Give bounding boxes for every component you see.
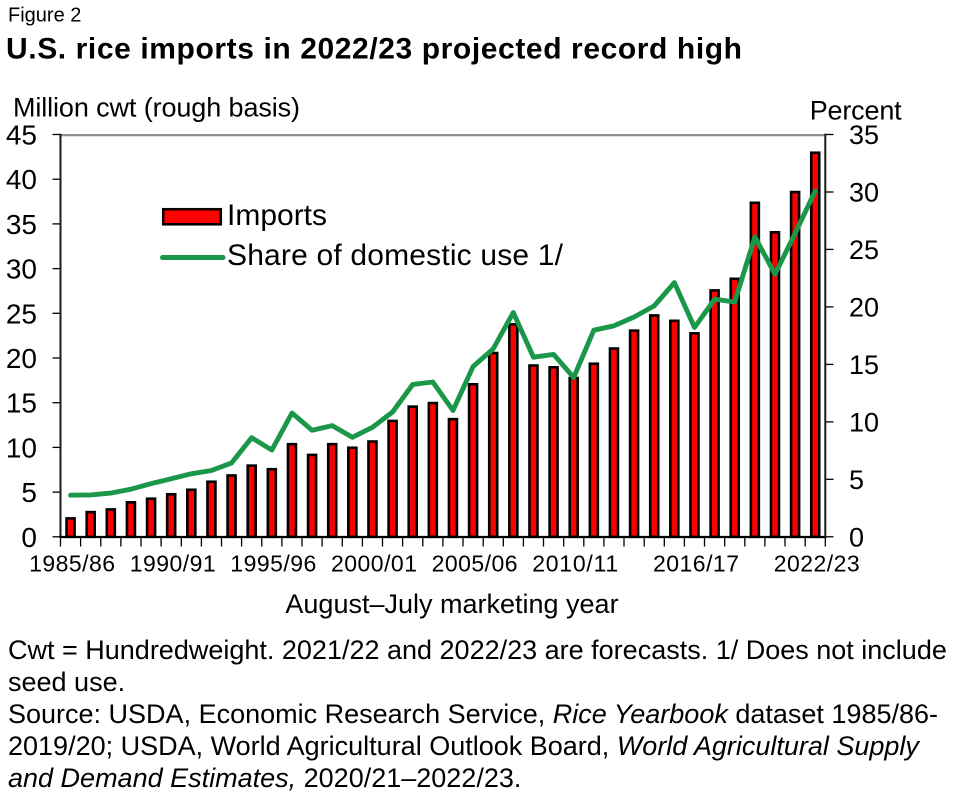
svg-text:0: 0 xyxy=(21,522,37,553)
svg-text:20: 20 xyxy=(6,343,37,374)
svg-text:1995/96: 1995/96 xyxy=(230,551,316,577)
svg-text:Cwt = Hundredweight. 2021/22 a: Cwt = Hundredweight. 2021/22 and 2022/23… xyxy=(8,635,947,665)
svg-text:Percent: Percent xyxy=(810,96,902,126)
svg-text:2022/23: 2022/23 xyxy=(774,551,860,577)
svg-text:2016/17: 2016/17 xyxy=(653,551,739,577)
svg-text:45: 45 xyxy=(6,120,37,151)
svg-text:15: 15 xyxy=(6,388,37,419)
svg-text:Share of domestic use 1/: Share of domestic use 1/ xyxy=(227,239,564,272)
svg-text:2019/20; USDA, World Agricultu: 2019/20; USDA, World Agricultural Outloo… xyxy=(8,731,920,761)
svg-text:25: 25 xyxy=(6,298,37,329)
svg-text:2010/11: 2010/11 xyxy=(532,551,618,577)
svg-text:0: 0 xyxy=(849,522,864,552)
svg-text:August–July marketing year: August–July marketing year xyxy=(285,589,618,619)
svg-text:and Demand Estimates, 2020/21–: and Demand Estimates, 2020/21–2022/23. xyxy=(8,763,521,793)
svg-text:1990/91: 1990/91 xyxy=(130,551,216,577)
svg-text:2000/01: 2000/01 xyxy=(331,551,417,577)
svg-text:5: 5 xyxy=(21,477,37,508)
svg-text:25: 25 xyxy=(849,235,879,265)
svg-text:U.S. rice imports in 2022/23 p: U.S. rice imports in 2022/23 projected r… xyxy=(6,33,742,66)
svg-text:10: 10 xyxy=(6,432,37,463)
svg-text:Figure 2: Figure 2 xyxy=(8,5,81,27)
svg-text:5: 5 xyxy=(849,465,864,495)
svg-text:Imports: Imports xyxy=(227,199,327,232)
svg-text:seed use.: seed use. xyxy=(8,667,125,697)
svg-text:Source: USDA, Economic Researc: Source: USDA, Economic Research Service,… xyxy=(8,699,938,729)
svg-text:10: 10 xyxy=(849,407,879,437)
svg-text:15: 15 xyxy=(849,350,879,380)
svg-text:20: 20 xyxy=(849,292,879,322)
svg-text:1985/86: 1985/86 xyxy=(29,551,115,577)
svg-text:35: 35 xyxy=(6,209,37,240)
svg-text:30: 30 xyxy=(849,178,879,208)
svg-text:40: 40 xyxy=(6,164,37,195)
svg-text:2005/06: 2005/06 xyxy=(432,551,518,577)
svg-text:Million cwt (rough basis): Million cwt (rough basis) xyxy=(13,93,300,123)
svg-text:35: 35 xyxy=(849,120,879,150)
svg-text:30: 30 xyxy=(6,254,37,285)
